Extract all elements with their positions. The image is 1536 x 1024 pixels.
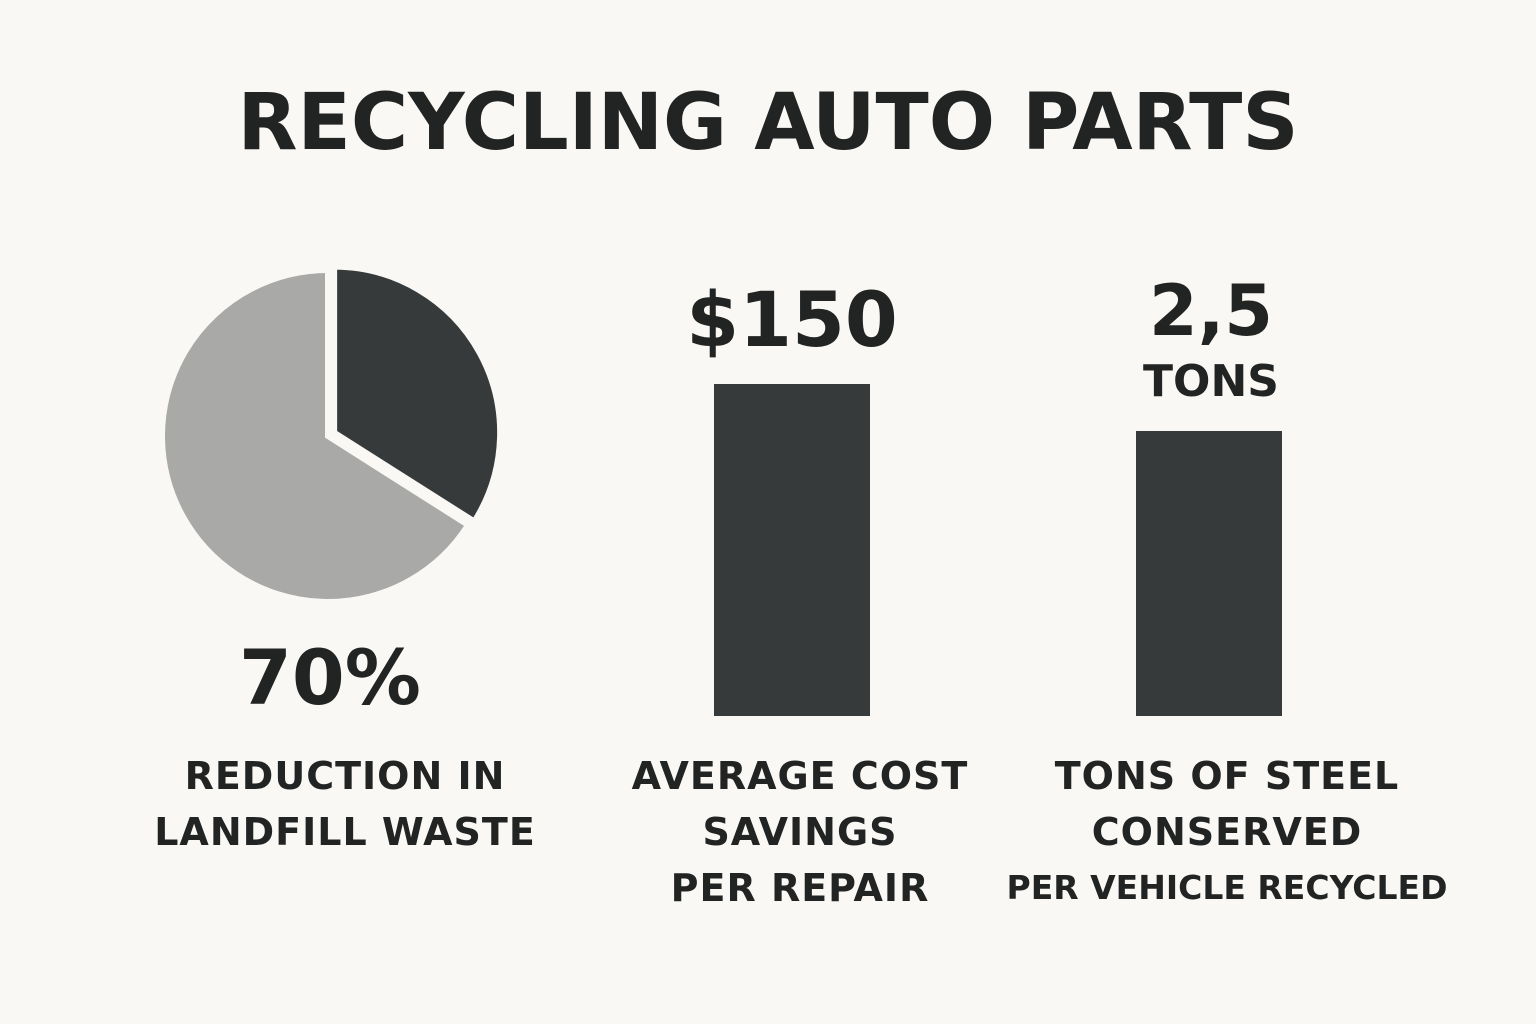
- landfill-caption-line-1: REDUCTION IN: [184, 754, 506, 798]
- steel-unit-label: TONS: [1143, 356, 1279, 407]
- pie-slice-dark: [331, 263, 504, 526]
- cost-savings-caption-line-3: PER REPAIR: [670, 866, 930, 910]
- cost-savings-value-label: $150: [686, 275, 898, 364]
- page-title: RECYCLING AUTO PARTS: [237, 78, 1299, 168]
- cost-savings-bar: [714, 384, 870, 716]
- landfill-caption-line-2: LANDFILL WASTE: [154, 810, 536, 854]
- landfill-value-label: 70%: [239, 633, 421, 722]
- cost-savings-caption: AVERAGE COST SAVINGS PER REPAIR: [600, 748, 1000, 916]
- landfill-caption: REDUCTION IN LANDFILL WASTE: [130, 748, 560, 860]
- pie-slice-light: [159, 266, 473, 605]
- steel-bar: [1136, 431, 1282, 716]
- landfill-pie-chart: [159, 263, 504, 605]
- steel-caption: TONS OF STEEL CONSERVED PER VEHICLE RECY…: [990, 748, 1464, 916]
- steel-caption-line-1: TONS OF STEEL: [1054, 754, 1400, 798]
- steel-caption-line-3: PER VEHICLE RECYCLED: [1006, 868, 1448, 907]
- cost-savings-caption-line-1: AVERAGE COST: [631, 754, 969, 798]
- steel-value-label: 2,5: [1148, 270, 1273, 352]
- cost-savings-caption-line-2: SAVINGS: [702, 810, 898, 854]
- steel-caption-line-2: CONSERVED: [1091, 810, 1363, 854]
